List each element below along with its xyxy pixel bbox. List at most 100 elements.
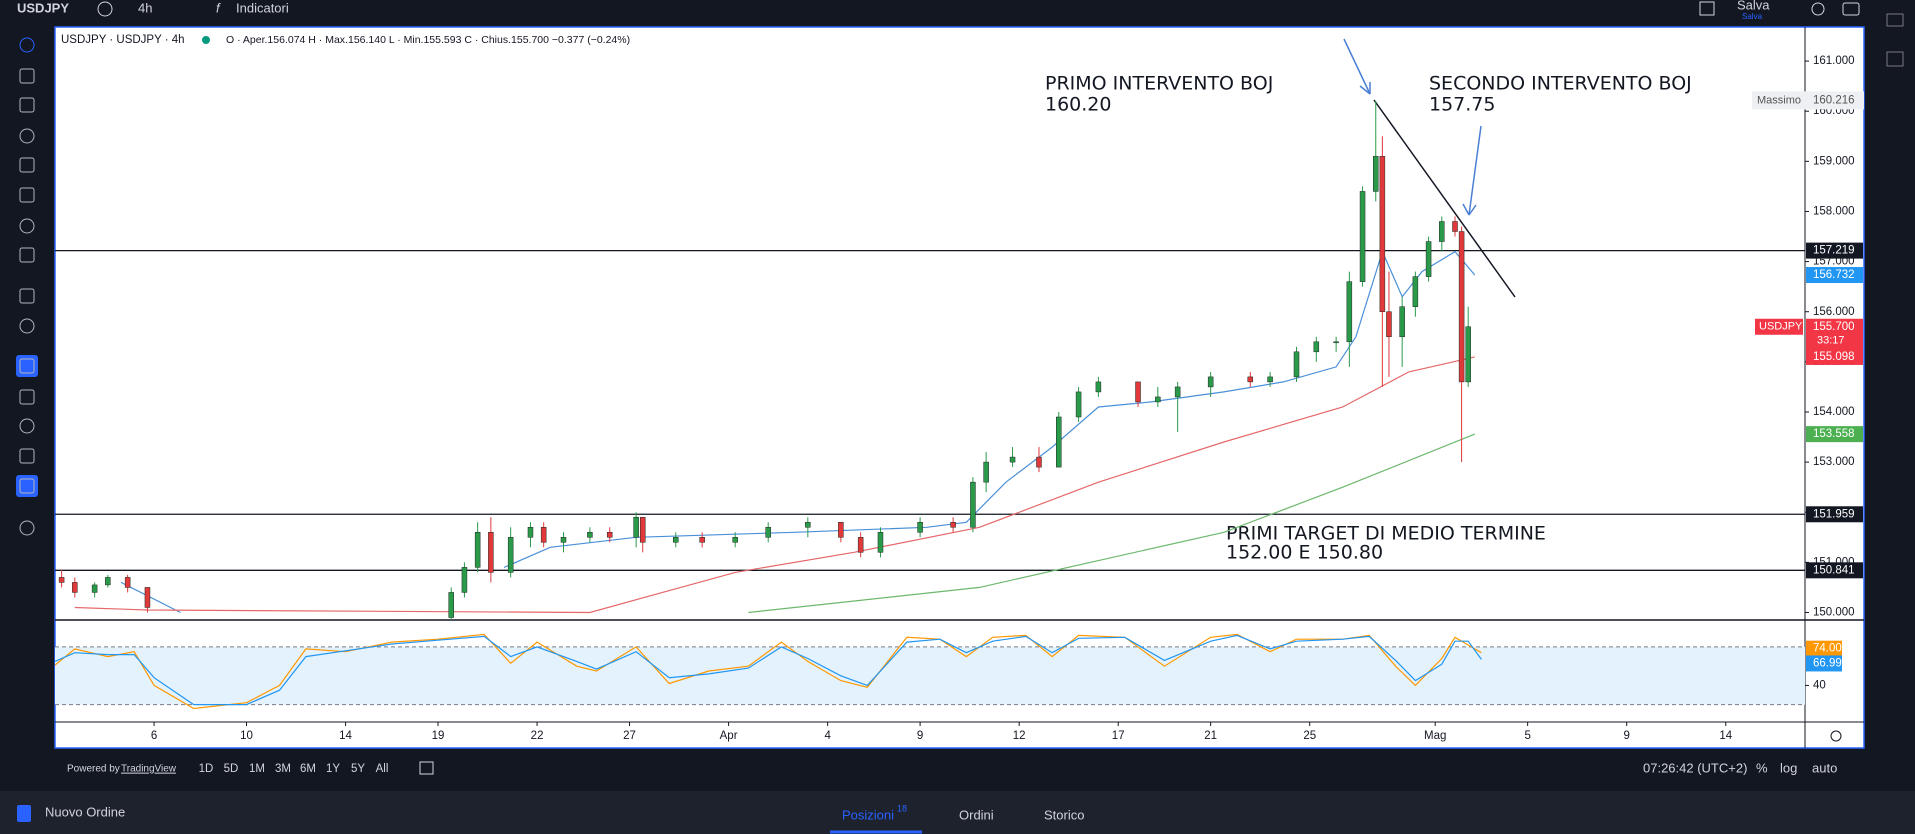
band-fill xyxy=(55,646,1805,705)
auto-toggle[interactable]: auto xyxy=(1812,760,1837,775)
new-order-button[interactable]: Nuovo Ordine xyxy=(45,804,125,819)
layout-icon[interactable] xyxy=(1699,1,1715,16)
tool-icon[interactable] xyxy=(19,68,35,84)
oscillator-badge-bg xyxy=(1806,640,1842,657)
ma-badge: 153.558 xyxy=(1813,428,1855,440)
range-button[interactable]: 1D xyxy=(199,763,214,775)
candle-body xyxy=(1247,376,1254,383)
bottom-bar xyxy=(55,751,1864,785)
tab[interactable]: Posizioni xyxy=(842,807,894,822)
sidebar-icon[interactable] xyxy=(1886,13,1904,27)
settings-gear[interactable] xyxy=(1830,730,1842,742)
candle-body xyxy=(950,522,956,528)
ma-badge-bg xyxy=(1806,348,1863,365)
annotation[interactable]: PRIMI TARGET DI MEDIO TERMINE xyxy=(1226,523,1546,545)
percent-toggle[interactable]: % xyxy=(1756,760,1768,775)
x-tick-label: 14 xyxy=(339,730,352,742)
candle-body xyxy=(1267,376,1273,383)
ma-badge: 156.732 xyxy=(1813,269,1855,281)
candle-body xyxy=(1465,326,1471,383)
brand-link[interactable]: TradingView xyxy=(121,764,177,775)
annotation[interactable]: 160.20 xyxy=(1045,94,1111,116)
symbol-button[interactable]: USDJPY xyxy=(17,0,69,15)
candle-body xyxy=(1095,381,1102,393)
tool-icon[interactable] xyxy=(19,218,35,234)
tool-icon[interactable] xyxy=(19,389,35,405)
range-button[interactable]: 5D xyxy=(224,763,239,775)
tool-icon[interactable] xyxy=(19,288,35,304)
tool-button-active[interactable] xyxy=(16,475,38,497)
annotation[interactable]: PRIMO INTERVENTO BOJ xyxy=(1045,73,1273,95)
tool-icon[interactable] xyxy=(19,97,35,113)
tool-icon[interactable] xyxy=(19,128,35,144)
indicators-button[interactable]: Indicatori xyxy=(236,0,289,15)
tool-button-active[interactable] xyxy=(16,355,38,377)
range-button[interactable]: All xyxy=(376,763,389,775)
candle-body xyxy=(970,481,976,528)
candle-body xyxy=(917,522,923,533)
range-button[interactable]: 6M xyxy=(300,763,316,775)
range-button[interactable]: 1M xyxy=(249,763,265,775)
snapshot-icon[interactable] xyxy=(1842,2,1860,16)
new-order-icon[interactable] xyxy=(17,805,31,822)
x-tick-label: Apr xyxy=(720,730,738,742)
candle-body xyxy=(1075,391,1082,418)
candle-body xyxy=(527,527,534,538)
candle-body xyxy=(732,537,738,543)
oscillator-badge: 74.00 xyxy=(1813,643,1842,655)
candle-body xyxy=(1155,396,1161,403)
annotation[interactable]: SECONDO INTERVENTO BOJ xyxy=(1429,73,1692,95)
candle-body xyxy=(606,532,613,538)
oscillator-line xyxy=(55,634,1482,706)
tab[interactable]: Storico xyxy=(1044,807,1084,822)
candle-body xyxy=(1359,191,1366,282)
tool-icon[interactable] xyxy=(19,318,35,334)
log-toggle[interactable]: log xyxy=(1780,760,1797,775)
tool-icon[interactable] xyxy=(19,448,35,464)
fx-icon: f xyxy=(216,0,221,15)
candle-body xyxy=(1452,221,1458,232)
range-button[interactable]: 5Y xyxy=(351,763,365,775)
candle-body xyxy=(673,537,679,543)
y-tick-label: 158.000 xyxy=(1813,205,1855,217)
candle-body xyxy=(1174,386,1181,398)
candle-body xyxy=(1373,156,1379,192)
date-range-icon[interactable] xyxy=(419,761,434,775)
candle-body xyxy=(1036,456,1042,468)
x-tick-label: 17 xyxy=(1112,730,1125,742)
tab[interactable]: Ordini xyxy=(959,807,994,822)
candle-body xyxy=(857,537,864,553)
range-button[interactable]: 3M xyxy=(275,763,291,775)
tool-icon[interactable] xyxy=(19,37,35,53)
tool-icon[interactable] xyxy=(19,187,35,203)
settings-icon[interactable] xyxy=(1811,2,1825,16)
tool-icon[interactable] xyxy=(19,247,35,263)
candle-body xyxy=(1425,241,1432,277)
candle-body xyxy=(838,522,844,538)
tool-icon[interactable] xyxy=(19,478,35,494)
save-button[interactable]: Salva xyxy=(1737,0,1770,12)
add-symbol-icon[interactable] xyxy=(97,1,113,17)
arrow[interactable] xyxy=(1468,125,1482,216)
candle-body xyxy=(1333,341,1339,344)
moving-average xyxy=(74,356,1475,614)
candle-body xyxy=(633,516,639,538)
sidebar-icon[interactable] xyxy=(1886,51,1904,67)
interval-button[interactable]: 4h xyxy=(138,0,152,15)
candle-body xyxy=(699,537,705,543)
candle-body xyxy=(1386,311,1392,338)
range-button[interactable]: 1Y xyxy=(326,763,340,775)
candle-body xyxy=(1207,376,1214,388)
tool-icon[interactable] xyxy=(19,520,35,536)
tool-icon[interactable] xyxy=(19,157,35,173)
tool-icon[interactable] xyxy=(19,358,35,374)
x-tick-label: 12 xyxy=(1013,730,1026,742)
bottom-panel xyxy=(0,791,1915,834)
moving-average xyxy=(748,433,1476,614)
main-plot xyxy=(55,101,1805,620)
arrow[interactable] xyxy=(1343,38,1371,95)
annotation[interactable]: 157.75 xyxy=(1429,94,1495,116)
annotation[interactable]: 152.00 E 150.80 xyxy=(1226,542,1383,564)
trend-line[interactable] xyxy=(1373,99,1516,298)
tool-icon[interactable] xyxy=(19,418,35,434)
